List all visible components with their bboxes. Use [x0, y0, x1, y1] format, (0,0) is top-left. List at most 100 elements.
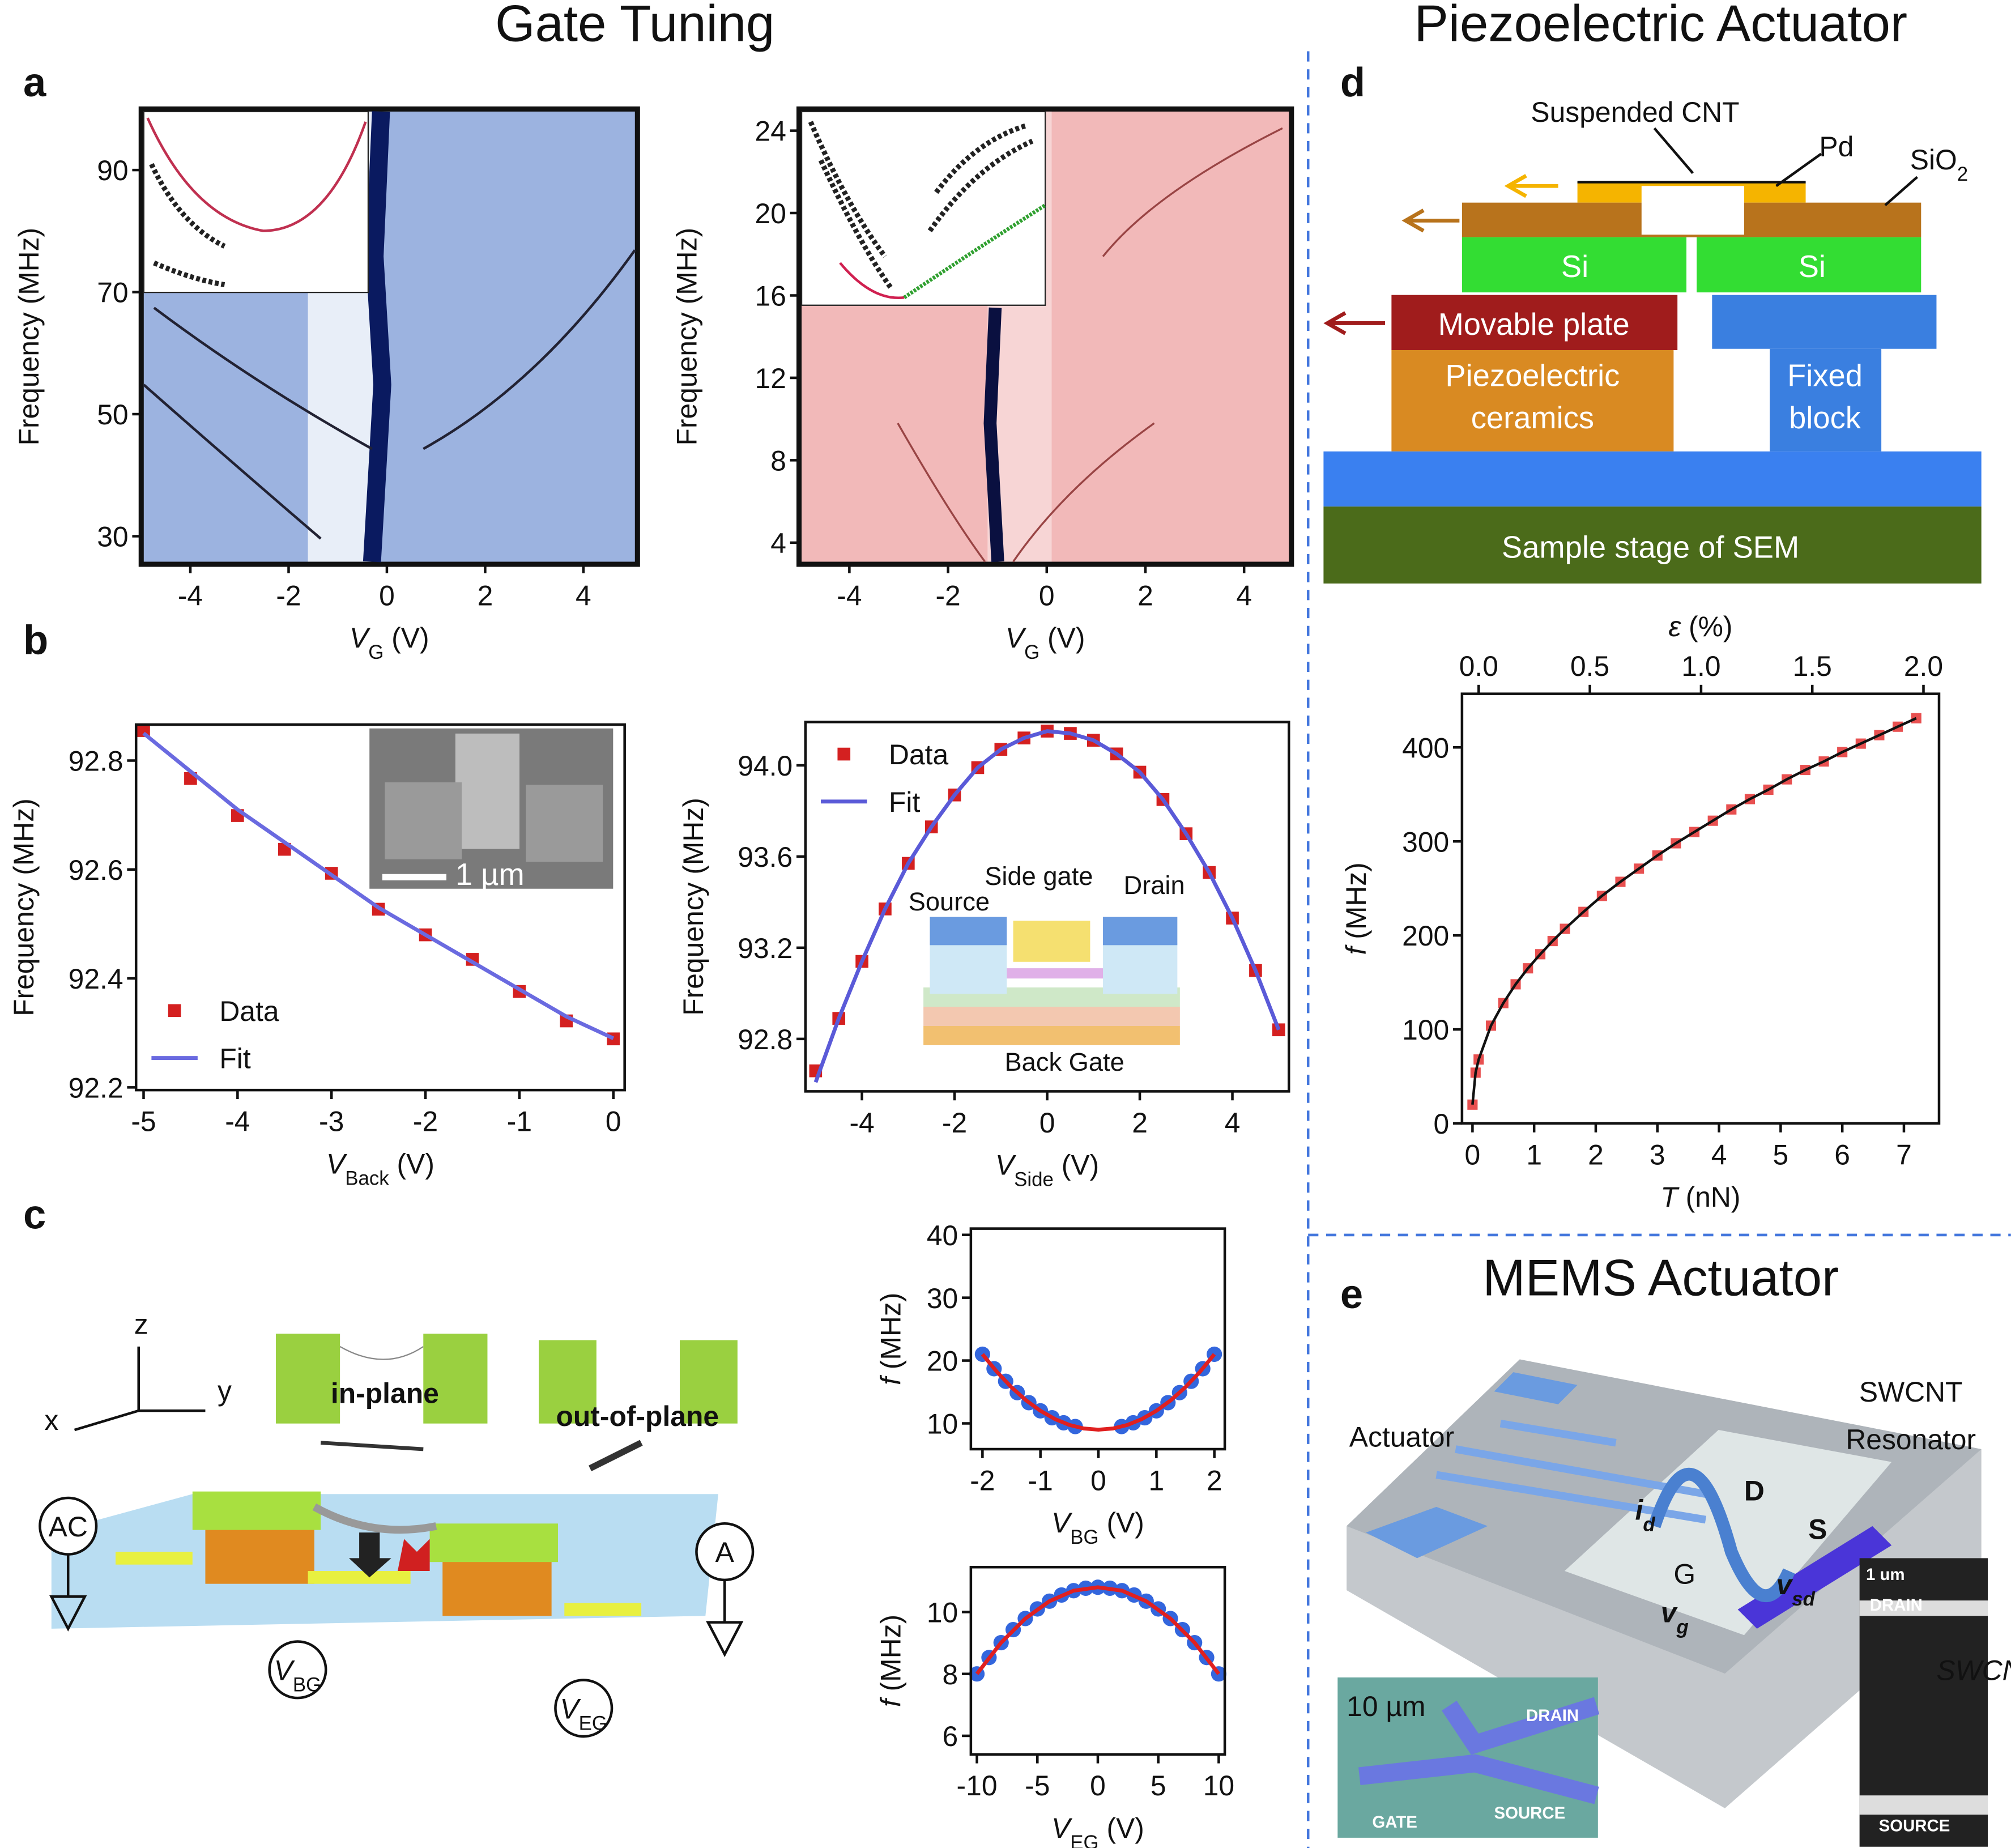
label-part: (%): [1681, 611, 1732, 642]
label-part: (nN): [1678, 1181, 1741, 1213]
x-tick-label: 1: [1526, 1139, 1542, 1170]
diagram-label: Actuator: [1349, 1421, 1454, 1453]
label-part: Frequency (MHz): [671, 228, 702, 446]
x-tick-label: -2: [935, 580, 960, 611]
diagram-d: Suspended CNT Pd SiO2 Si Si Movable plat…: [1323, 96, 1982, 584]
mode-label: out-of-plane: [556, 1400, 719, 1432]
x-tick-label: 0: [1090, 1464, 1106, 1496]
device-inset: Source Side gate Drain Back Gate: [909, 862, 1185, 1076]
label-part: T: [1660, 1181, 1680, 1213]
x-tick-label: -1: [507, 1106, 532, 1138]
sem-label: GATE: [1372, 1813, 1417, 1832]
label-part: (V): [384, 622, 429, 654]
voltage-label: VEG: [560, 1693, 607, 1734]
axis-label: VG (V): [350, 622, 429, 663]
fit-line: [142, 731, 615, 1040]
instrument-label: A: [715, 1536, 735, 1568]
x2-tick-label: 0.5: [1570, 650, 1609, 682]
y-tick-label: 40: [927, 1220, 958, 1251]
axis-label: VBack (V): [326, 1148, 434, 1189]
fit-line: [981, 1353, 1216, 1432]
label-part: BG: [293, 1674, 321, 1696]
label-part: Frequency (MHz): [678, 798, 709, 1016]
y-tick-label: 16: [755, 280, 786, 312]
y-tick-label: 92.8: [738, 1024, 793, 1055]
axis-label: Frequency (MHz): [671, 228, 702, 446]
label-part: (MHz): [1340, 862, 1372, 947]
y-tick-label: 8: [943, 1659, 958, 1691]
axis-label: VG (V): [1005, 622, 1085, 663]
label-part: V: [1051, 1507, 1073, 1539]
label-part: (V): [1039, 622, 1085, 654]
axis-label: VSide (V): [995, 1149, 1099, 1191]
label-part: V: [995, 1149, 1017, 1181]
heading: Piezoelectric Actuator: [1414, 0, 1907, 52]
plot-area: [1462, 693, 1939, 1124]
y-tick-label: 30: [927, 1283, 958, 1314]
x-tick-label: -2: [942, 1107, 967, 1139]
plot-area: [970, 1567, 1225, 1755]
plot-frame: [138, 106, 640, 567]
y-tick-label: 20: [927, 1345, 958, 1377]
diagram-label: SWCNT: [1859, 1376, 1963, 1408]
label-part: G: [1024, 641, 1039, 663]
axis-label: Frequency (MHz): [8, 798, 40, 1016]
label-part: BG: [1070, 1526, 1098, 1548]
x-tick-label: 0: [1465, 1139, 1481, 1170]
x-tick-label: 0: [1039, 580, 1055, 611]
label-part: 2: [1957, 163, 1968, 185]
x-tick-label: 5: [1773, 1139, 1789, 1170]
label-part: Frequency (MHz): [13, 228, 45, 446]
label-part: d: [1643, 1513, 1655, 1535]
plot-frame: [134, 723, 626, 1092]
panel-letter: a: [23, 59, 46, 105]
x-tick-label: 6: [1834, 1139, 1850, 1170]
y-tick-label: 100: [1402, 1014, 1449, 1046]
heatmap-decor: [143, 110, 1283, 563]
diagram-label: SiO2: [1910, 144, 1968, 185]
diagram-label: ceramics: [1471, 401, 1594, 435]
label-part: (MHz): [875, 1293, 906, 1377]
axis-label: f (MHz): [875, 1615, 906, 1707]
label-part: Back: [345, 1167, 389, 1189]
sem-inset: 1 µm: [369, 728, 613, 892]
label-part: f: [875, 1374, 906, 1385]
x2-tick-label: 1.5: [1793, 650, 1832, 682]
y-tick-label: 10: [927, 1597, 958, 1629]
axis-label: Frequency (MHz): [678, 798, 709, 1016]
sem-label: SOURCE: [1494, 1804, 1565, 1823]
axis-label: Frequency (MHz): [13, 228, 45, 446]
label-part: EG: [579, 1712, 607, 1734]
x-tick-label: 2: [1207, 1464, 1222, 1496]
label-part: ε: [1668, 611, 1681, 642]
axis-label: T (nN): [1660, 1181, 1740, 1213]
label-part: Side: [1014, 1168, 1054, 1190]
label-part: v: [1661, 1597, 1678, 1629]
x-tick-label: -2: [413, 1106, 438, 1138]
diagram-label: Sample stage of SEM: [1502, 530, 1799, 565]
device-label: Drain: [1124, 871, 1185, 900]
label-part: SiO: [1910, 144, 1957, 176]
diagram-e: Actuator SWCNT Resonator D S G id vsd vg…: [1337, 1359, 2011, 1847]
x-tick-label: -3: [319, 1106, 344, 1138]
label-part: g: [1676, 1616, 1688, 1638]
x-tick-label: 2: [478, 580, 493, 611]
axis-label: x: [44, 1404, 58, 1436]
y-tick-label: 90: [97, 155, 128, 186]
mode-label: in-plane: [331, 1377, 439, 1409]
label-part: V: [1005, 622, 1027, 654]
label-part: (V): [1099, 1507, 1144, 1539]
label-part: (V): [1054, 1149, 1099, 1181]
y-tick-label: 200: [1402, 920, 1449, 952]
y-tick-label: 70: [97, 277, 128, 309]
y-tick-label: 20: [755, 198, 786, 229]
x-tick-label: -4: [849, 1107, 874, 1139]
y-tick-label: 92.4: [69, 963, 123, 995]
axis-label: f (MHz): [875, 1293, 906, 1385]
x2-tick-label: 2.0: [1904, 650, 1943, 682]
x-tick-label: 2: [1588, 1139, 1604, 1170]
y-tick-label: 93.6: [738, 841, 793, 873]
y-tick-label: 400: [1402, 732, 1449, 764]
axis-label: VEG (V): [1051, 1812, 1144, 1848]
diagram-label: Movable plate: [1438, 307, 1630, 342]
